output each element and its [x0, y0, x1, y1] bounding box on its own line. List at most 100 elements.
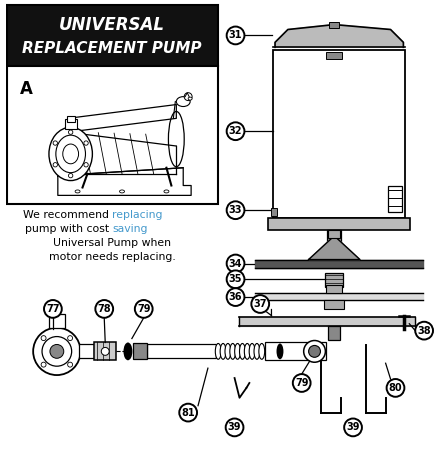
Circle shape: [227, 122, 244, 140]
Polygon shape: [309, 236, 360, 260]
Circle shape: [69, 173, 73, 178]
Ellipse shape: [176, 97, 190, 107]
Ellipse shape: [240, 343, 245, 359]
Ellipse shape: [188, 97, 192, 100]
Ellipse shape: [230, 343, 236, 359]
Ellipse shape: [56, 135, 85, 173]
Ellipse shape: [119, 190, 125, 193]
Polygon shape: [68, 132, 176, 174]
Text: 35: 35: [229, 274, 242, 284]
Bar: [388, 186, 402, 212]
Ellipse shape: [215, 343, 221, 359]
Circle shape: [84, 162, 88, 167]
Circle shape: [33, 328, 81, 375]
Circle shape: [84, 141, 88, 145]
Circle shape: [251, 295, 269, 313]
Bar: [65, 119, 76, 129]
Text: REPLACEMENT PUMP: REPLACEMENT PUMP: [23, 41, 202, 56]
Text: 34: 34: [229, 258, 242, 269]
Circle shape: [184, 93, 192, 101]
Text: 79: 79: [137, 304, 151, 314]
Bar: [265, 342, 326, 360]
Text: 39: 39: [228, 423, 241, 432]
Circle shape: [226, 418, 243, 436]
Text: 38: 38: [418, 326, 431, 336]
Text: 36: 36: [229, 292, 242, 302]
Bar: [326, 52, 342, 59]
Ellipse shape: [220, 343, 226, 359]
Bar: [326, 285, 342, 293]
Ellipse shape: [276, 343, 283, 359]
Ellipse shape: [225, 343, 231, 359]
Text: We recommend: We recommend: [23, 210, 112, 220]
Circle shape: [227, 288, 244, 306]
Circle shape: [44, 300, 62, 318]
Circle shape: [135, 300, 153, 318]
Text: 39: 39: [346, 423, 360, 432]
Circle shape: [227, 201, 244, 219]
Ellipse shape: [259, 343, 265, 359]
Circle shape: [415, 322, 433, 340]
Circle shape: [227, 255, 244, 272]
Ellipse shape: [63, 144, 79, 164]
Text: saving: saving: [112, 224, 148, 234]
Bar: [7, 5, 218, 66]
Text: replacing: replacing: [112, 210, 163, 220]
Bar: [273, 50, 405, 218]
Text: motor needs replacing.: motor needs replacing.: [49, 252, 175, 261]
Circle shape: [309, 346, 320, 357]
Text: 79: 79: [295, 378, 309, 388]
Bar: [268, 218, 410, 230]
Bar: [326, 274, 343, 287]
Ellipse shape: [75, 190, 80, 193]
Text: 37: 37: [253, 299, 267, 309]
Circle shape: [304, 341, 326, 362]
Circle shape: [41, 336, 46, 341]
Polygon shape: [240, 317, 415, 326]
Circle shape: [227, 270, 244, 288]
Ellipse shape: [168, 112, 184, 167]
Bar: [133, 343, 147, 359]
Ellipse shape: [249, 343, 255, 359]
Circle shape: [179, 404, 197, 422]
Bar: [329, 326, 340, 340]
Polygon shape: [255, 260, 423, 269]
Polygon shape: [58, 168, 191, 195]
Circle shape: [68, 362, 72, 367]
Circle shape: [69, 130, 73, 135]
Circle shape: [293, 374, 311, 392]
Text: 80: 80: [389, 383, 402, 393]
Ellipse shape: [49, 127, 92, 180]
Circle shape: [95, 300, 113, 318]
Circle shape: [344, 418, 362, 436]
Circle shape: [101, 347, 109, 356]
Text: 31: 31: [229, 31, 242, 40]
Text: 32: 32: [229, 126, 242, 136]
Ellipse shape: [235, 343, 240, 359]
Text: UNIVERSAL: UNIVERSAL: [59, 16, 165, 34]
Ellipse shape: [254, 343, 260, 359]
Circle shape: [42, 337, 72, 366]
Polygon shape: [275, 25, 403, 47]
Polygon shape: [255, 293, 423, 300]
Text: 77: 77: [46, 304, 59, 314]
Text: 33: 33: [229, 205, 242, 215]
Text: 81: 81: [181, 408, 195, 418]
Bar: [79, 344, 94, 358]
Polygon shape: [68, 104, 176, 132]
Text: A: A: [20, 80, 33, 98]
Text: Universal Pump when: Universal Pump when: [53, 238, 171, 248]
Bar: [271, 208, 277, 216]
Circle shape: [68, 336, 72, 341]
Bar: [329, 22, 339, 27]
Bar: [49, 314, 65, 328]
Circle shape: [41, 362, 46, 367]
Bar: [94, 342, 116, 360]
Text: 78: 78: [97, 304, 111, 314]
Circle shape: [53, 141, 57, 145]
Ellipse shape: [244, 343, 250, 359]
Text: pump with cost: pump with cost: [24, 224, 112, 234]
Circle shape: [50, 344, 64, 358]
Bar: [329, 230, 340, 238]
Bar: [327, 230, 341, 244]
